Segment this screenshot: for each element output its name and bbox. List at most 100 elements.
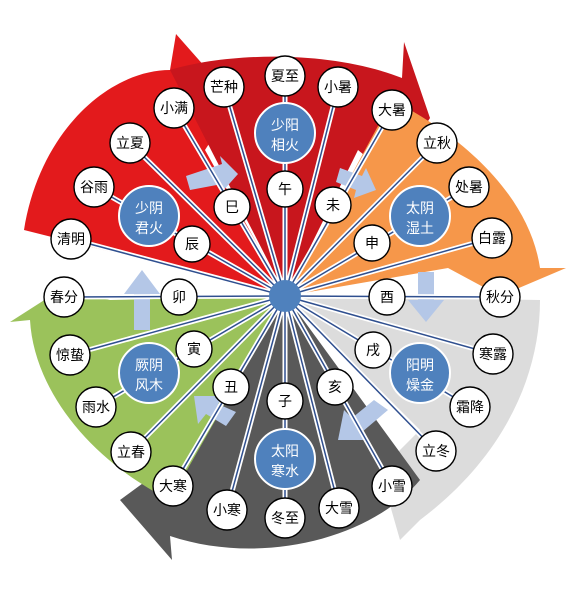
branch-node: 亥 xyxy=(316,368,354,406)
solar-term-node-label: 立秋 xyxy=(423,136,451,152)
solar-term-node: 大雪 xyxy=(318,487,360,529)
spoke-line xyxy=(69,295,286,356)
qi-label-line1: 阳明 xyxy=(406,358,434,374)
qi-label-line1: 厥阴 xyxy=(135,358,163,374)
branch-node-label: 申 xyxy=(365,236,379,252)
branch-node: 巳 xyxy=(213,188,251,226)
spoke-line xyxy=(284,295,494,355)
branch-node: 未 xyxy=(314,186,352,224)
solar-term-node: 秋分 xyxy=(479,276,521,318)
solar-term-node-label: 夏至 xyxy=(271,69,299,85)
qi-label-line1: 少阴 xyxy=(135,201,163,217)
solar-term-node: 清明 xyxy=(50,218,92,260)
solar-term-node-label: 小暑 xyxy=(324,80,352,96)
branch-node-label: 亥 xyxy=(328,380,342,396)
branch-node-label: 戌 xyxy=(366,343,380,359)
qi-label-line1: 少阳 xyxy=(271,118,299,134)
solar-term-node-label: 清明 xyxy=(57,232,85,248)
solar-term-node: 立秋 xyxy=(416,122,458,164)
sector-dark-red-top xyxy=(170,42,430,296)
qi-label-line2: 君火 xyxy=(135,221,163,237)
solar-term-node-label: 寒露 xyxy=(479,346,507,363)
solar-term-node: 小雪 xyxy=(371,465,413,507)
solar-term-node: 大暑 xyxy=(371,89,413,131)
solar-term-node: 大寒 xyxy=(152,465,194,507)
solar-term-node: 谷雨 xyxy=(73,166,115,208)
spoke-line xyxy=(129,142,286,297)
solar-term-node: 春分 xyxy=(43,276,85,318)
spoke-line xyxy=(130,295,286,453)
solar-term-node: 白露 xyxy=(471,217,513,259)
solar-term-node: 寒露 xyxy=(472,333,514,375)
solar-term-node-label: 惊蛰 xyxy=(56,348,84,364)
qi-label-line1: 太阴 xyxy=(406,201,434,217)
spoke-line xyxy=(284,295,340,509)
inner-arrow-4 xyxy=(338,400,388,440)
solar-term-node: 立冬 xyxy=(415,430,457,472)
branch-node: 戌 xyxy=(354,331,392,369)
solar-term-node-label: 芒种 xyxy=(210,80,238,96)
solar-term-node: 处暑 xyxy=(448,166,490,208)
spoke-line xyxy=(284,86,339,297)
solar-term-node-label: 霜降 xyxy=(456,400,484,416)
center-dot-icon xyxy=(269,280,301,312)
branch-node-label: 丑 xyxy=(224,380,238,396)
solar-term-node-label: 大雪 xyxy=(325,501,353,517)
solar-term-node: 立春 xyxy=(110,431,152,473)
solar-term-node: 小寒 xyxy=(206,489,248,531)
spoke-lines xyxy=(63,76,501,518)
solar-term-node: 夏至 xyxy=(264,55,306,97)
branch-node-label: 酉 xyxy=(380,290,394,306)
branch-node: 卯 xyxy=(160,278,198,316)
branch-node-label: 辰 xyxy=(185,237,199,253)
solar-term-node-label: 立春 xyxy=(117,445,145,461)
solar-term-node-label: 白露 xyxy=(478,231,506,247)
branch-node-label: 巳 xyxy=(225,200,239,216)
spoke-line xyxy=(70,238,286,297)
qi-label-line2: 燥金 xyxy=(406,378,434,394)
inner-arrow-2 xyxy=(336,168,376,198)
branch-node: 寅 xyxy=(175,330,213,368)
spoke-line xyxy=(284,295,437,452)
solar-term-node-label: 小雪 xyxy=(378,479,406,495)
spoke-line xyxy=(284,237,493,297)
solar-term-node-label: 处暑 xyxy=(455,180,483,196)
solar-term-node: 雨水 xyxy=(75,386,117,428)
solar-term-node: 小满 xyxy=(153,87,195,129)
solar-term-node-label: 大暑 xyxy=(378,103,406,119)
solar-term-node: 立夏 xyxy=(109,122,151,164)
branch-node-label: 午 xyxy=(278,182,292,198)
solar-term-node-label: 立夏 xyxy=(116,136,144,152)
solar-term-node-label: 冬至 xyxy=(271,511,299,527)
qi-label-line2: 风木 xyxy=(135,378,163,394)
qi-label-line1: 太阳 xyxy=(271,444,299,460)
solar-term-node-label: 立冬 xyxy=(422,444,450,460)
branch-node: 丑 xyxy=(212,368,250,406)
solar-term-node-label: 春分 xyxy=(50,290,78,306)
inner-arrow-6 xyxy=(124,270,160,330)
spoke-line xyxy=(226,295,286,511)
solar-term-node: 霜降 xyxy=(449,386,491,428)
branch-node: 午 xyxy=(266,170,304,208)
qi-label-line2: 相火 xyxy=(271,138,299,154)
spoke-line xyxy=(284,142,438,297)
branch-node: 子 xyxy=(266,382,304,420)
branch-node: 辰 xyxy=(173,225,211,263)
solar-term-node-label: 大寒 xyxy=(159,478,187,495)
branch-node-label: 子 xyxy=(278,394,292,410)
branch-node: 酉 xyxy=(368,278,406,316)
branch-node-label: 卯 xyxy=(172,290,186,306)
solar-term-node: 惊蛰 xyxy=(49,334,91,376)
solar-term-node: 小暑 xyxy=(317,66,359,108)
solar-term-node-label: 秋分 xyxy=(486,290,514,306)
solar-term-node: 冬至 xyxy=(264,497,306,539)
